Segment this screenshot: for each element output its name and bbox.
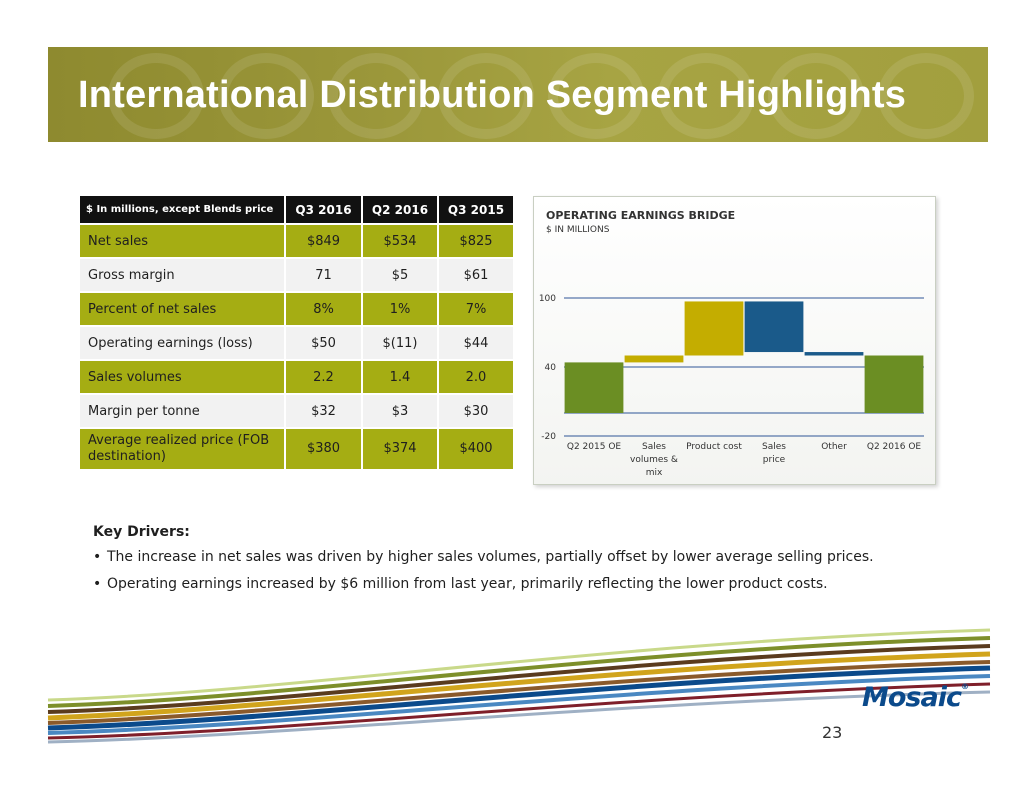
table-cell: $61: [438, 257, 513, 292]
column-header: Q2 2016: [362, 196, 439, 224]
chart-bar: [864, 355, 924, 413]
table-cell: 1%: [362, 291, 439, 326]
column-header: Q3 2015: [438, 196, 513, 224]
table-row: Margin per tonne $32 $3 $30: [80, 393, 513, 428]
table-row: Net sales $849 $534 $825: [80, 223, 513, 258]
table-cell: $(11): [362, 325, 439, 360]
row-label: Gross margin: [80, 257, 286, 292]
chart-bar: [744, 301, 804, 353]
chart-title: OPERATING EARNINGS BRIDGE: [546, 209, 735, 222]
operating-earnings-bridge-chart: OPERATING EARNINGS BRIDGE $ IN MILLIONS …: [533, 196, 936, 485]
column-header: $ In millions, except Blends price: [80, 196, 286, 224]
table-cell: $849: [285, 223, 363, 258]
table-cell: $534: [362, 223, 439, 258]
decorative-circle: [438, 53, 534, 139]
row-label: Percent of net sales: [80, 291, 286, 326]
row-label: Average realized price (FOB destination): [80, 427, 286, 469]
x-tick-label: Q2 2015 OE: [567, 442, 622, 452]
table-cell: $400: [438, 427, 513, 469]
row-label: Operating earnings (loss): [80, 325, 286, 360]
key-drivers-list: The increase in net sales was driven by …: [93, 548, 993, 594]
table-cell: $825: [438, 223, 513, 258]
table-cell: $380: [285, 427, 363, 469]
x-tick-label: Sales volumes & mix: [630, 442, 678, 478]
row-label: Net sales: [80, 223, 286, 258]
table-cell: 2.0: [438, 359, 513, 394]
chart-subtitle: $ IN MILLIONS: [546, 225, 610, 235]
x-tick-label: Sales price: [762, 442, 786, 465]
row-label: Sales volumes: [80, 359, 286, 394]
x-tick-label: Q2 2016 OE: [867, 442, 922, 452]
table-cell: $30: [438, 393, 513, 428]
table-row: Sales volumes 2.2 1.4 2.0: [80, 359, 513, 394]
table-cell: 2.2: [285, 359, 363, 394]
decorative-circle: [218, 53, 314, 139]
table-cell: $374: [362, 427, 439, 469]
y-tick-label: 100: [539, 294, 556, 304]
title-banner: International Distribution Segment Highl…: [48, 47, 988, 142]
chart-svg: OPERATING EARNINGS BRIDGE $ IN MILLIONS …: [539, 209, 924, 478]
y-tick-label: 40: [545, 363, 557, 373]
key-drivers: Key Drivers: The increase in net sales w…: [93, 524, 993, 602]
page-title: International Distribution Segment Highl…: [78, 74, 907, 116]
key-drivers-heading: Key Drivers:: [93, 524, 190, 540]
table-row: Gross margin 71 $5 $61: [80, 257, 513, 292]
decorative-swoosh: [47, 628, 991, 744]
table-cell: 71: [285, 257, 363, 292]
x-tick-label: Product cost: [686, 442, 742, 452]
list-item: The increase in net sales was driven by …: [93, 548, 993, 567]
logo-text: Mosaic: [862, 682, 962, 713]
table-cell: 1.4: [362, 359, 439, 394]
chart-bar: [564, 362, 624, 413]
table-row: Operating earnings (loss) $50 $(11) $44: [80, 325, 513, 360]
decorative-circle: [878, 53, 974, 139]
decorative-circle: [658, 53, 754, 139]
page-number: 23: [822, 723, 843, 742]
table-cell: 8%: [285, 291, 363, 326]
column-header: Q3 2016: [285, 196, 363, 224]
y-tick-label: -20: [541, 432, 556, 442]
table-cell: $32: [285, 393, 363, 428]
registered-mark: ®: [960, 682, 969, 691]
table-cell: 7%: [438, 291, 513, 326]
table-row: Percent of net sales 8% 1% 7%: [80, 291, 513, 326]
decorative-circle: [548, 53, 644, 139]
table-header-row: $ In millions, except Blends price Q3 20…: [80, 196, 513, 224]
table-row: Average realized price (FOB destination)…: [80, 427, 513, 469]
table-cell: $50: [285, 325, 363, 360]
decorative-circle: [328, 53, 424, 139]
segment-highlights-table: $ In millions, except Blends price Q3 20…: [80, 196, 513, 469]
table-cell: $5: [362, 257, 439, 292]
mosaic-logo: Mosaic®: [862, 682, 969, 713]
table-cell: $3: [362, 393, 439, 428]
x-tick-label: Other: [821, 442, 847, 452]
table-cell: $44: [438, 325, 513, 360]
chart-bar: [684, 301, 744, 356]
chart-bar: [624, 355, 684, 363]
decorative-circle: [108, 53, 204, 139]
chart-bar: [804, 352, 864, 356]
list-item: Operating earnings increased by $6 milli…: [93, 575, 993, 594]
row-label: Margin per tonne: [80, 393, 286, 428]
decorative-circle: [768, 53, 864, 139]
